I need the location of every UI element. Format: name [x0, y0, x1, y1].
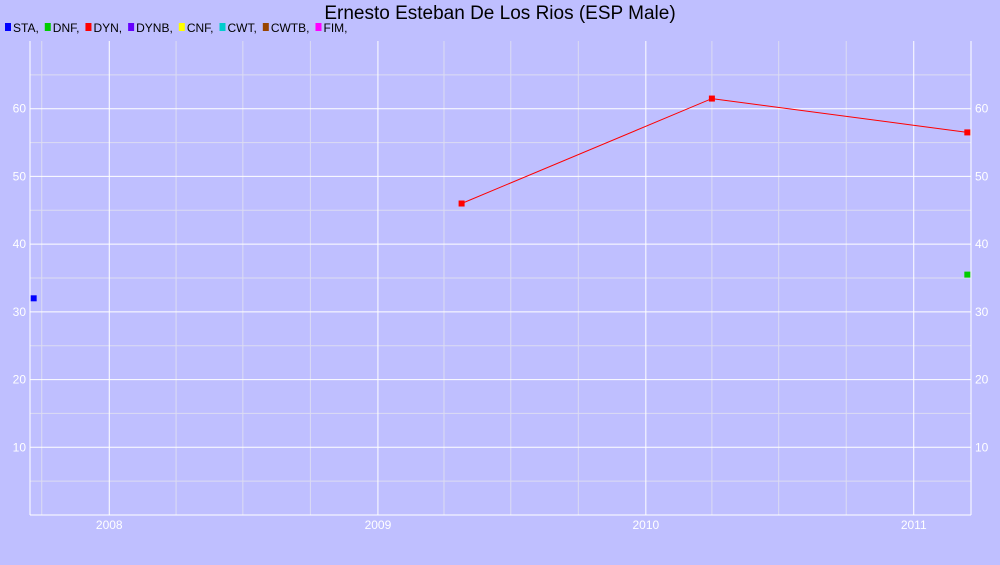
y-tick-label-right: 30 — [975, 305, 989, 319]
y-tick-label-left: 30 — [13, 305, 27, 319]
series-layer — [30, 95, 971, 302]
y-tick-label-right: 10 — [975, 440, 989, 454]
y-tick-label-right: 50 — [975, 169, 989, 183]
legend-swatch — [262, 23, 269, 31]
series-line-dyn — [461, 98, 968, 204]
x-tick-label: 2008 — [96, 518, 123, 532]
x-tick-label: 2010 — [632, 518, 659, 532]
data-point-dyn — [964, 129, 971, 136]
y-tick-label-right: 40 — [975, 237, 989, 251]
legend-label: DYNB, — [136, 21, 173, 35]
legend-label: CWT, — [227, 21, 256, 35]
data-point-dyn — [708, 95, 715, 102]
axes: 2008 2009 2010 2011 10 10 20 20 30 30 40 40 50 50 60 60 — [13, 41, 989, 532]
legend-swatch — [128, 23, 135, 31]
grid — [30, 41, 971, 515]
legend-swatch — [5, 23, 11, 31]
y-tick-label-left: 10 — [13, 440, 27, 454]
y-tick-label-right: 20 — [975, 373, 989, 387]
y-tick-label-left: 40 — [13, 237, 27, 251]
x-tick-label: 2011 — [901, 518, 927, 532]
data-point-dnf — [964, 271, 971, 278]
legend-label: STA, — [13, 21, 39, 35]
y-tick-label-right: 60 — [975, 102, 989, 116]
legend-swatch — [219, 23, 226, 31]
legend-swatch — [44, 23, 51, 31]
legend-label: FIM, — [323, 21, 347, 35]
x-tick-label: 2009 — [365, 518, 392, 532]
legend-label: DYN, — [93, 21, 122, 35]
legend-swatch — [85, 23, 92, 31]
legend: STA, DNF, DYN, DYNB, CNF, CWT, CWTB, FIM, — [5, 21, 347, 35]
chart-title: Ernesto Esteban De Los Rios (ESP Male) — [324, 3, 675, 24]
data-point-dyn — [458, 200, 465, 207]
legend-label: CNF, — [187, 21, 214, 35]
data-point-sta — [30, 295, 37, 302]
y-tick-label-left: 20 — [13, 373, 27, 387]
legend-swatch — [178, 23, 185, 31]
y-tick-label-left: 60 — [13, 102, 27, 116]
y-tick-label-left: 50 — [13, 169, 27, 183]
legend-label: DNF, — [53, 21, 80, 35]
legend-label: CWTB, — [271, 21, 310, 35]
legend-swatch — [315, 23, 322, 31]
